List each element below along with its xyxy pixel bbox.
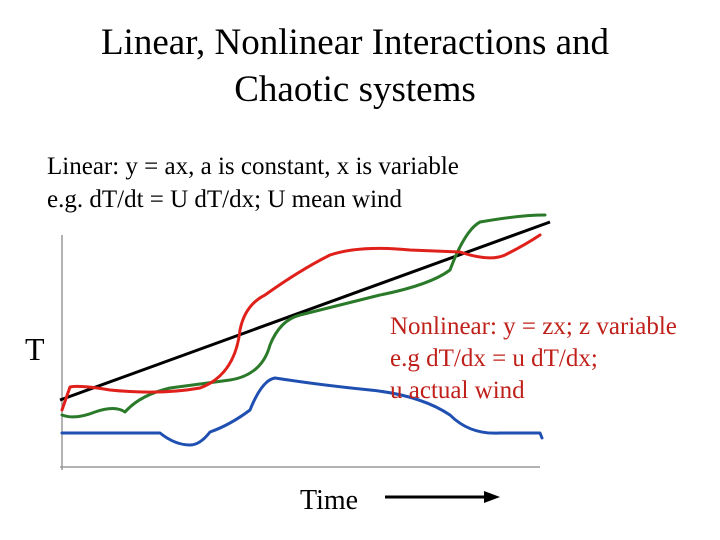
title-line: Linear, Nonlinear Interactions and	[101, 22, 610, 63]
nonlinear-note: e.g dT/dx = u dT/dx;	[390, 345, 598, 372]
time-arrow-head	[484, 491, 500, 503]
linear-note: Linear: y = ax, a is constant, x is vari…	[47, 153, 459, 180]
linear-line	[59, 220, 551, 402]
red-curve	[60, 233, 542, 412]
nonlinear-note: Nonlinear: y = zx; z variable	[390, 313, 677, 340]
blue-curve	[60, 376, 544, 447]
y-axis-label: T	[25, 331, 45, 367]
title-line: Chaotic systems	[234, 69, 476, 110]
green-curve	[60, 213, 547, 419]
nonlinear-note: u actual wind	[390, 377, 525, 404]
x-axis-label: Time	[300, 485, 358, 516]
linear-note: e.g. dT/dt = U dT/dx; U mean wind	[47, 186, 403, 213]
